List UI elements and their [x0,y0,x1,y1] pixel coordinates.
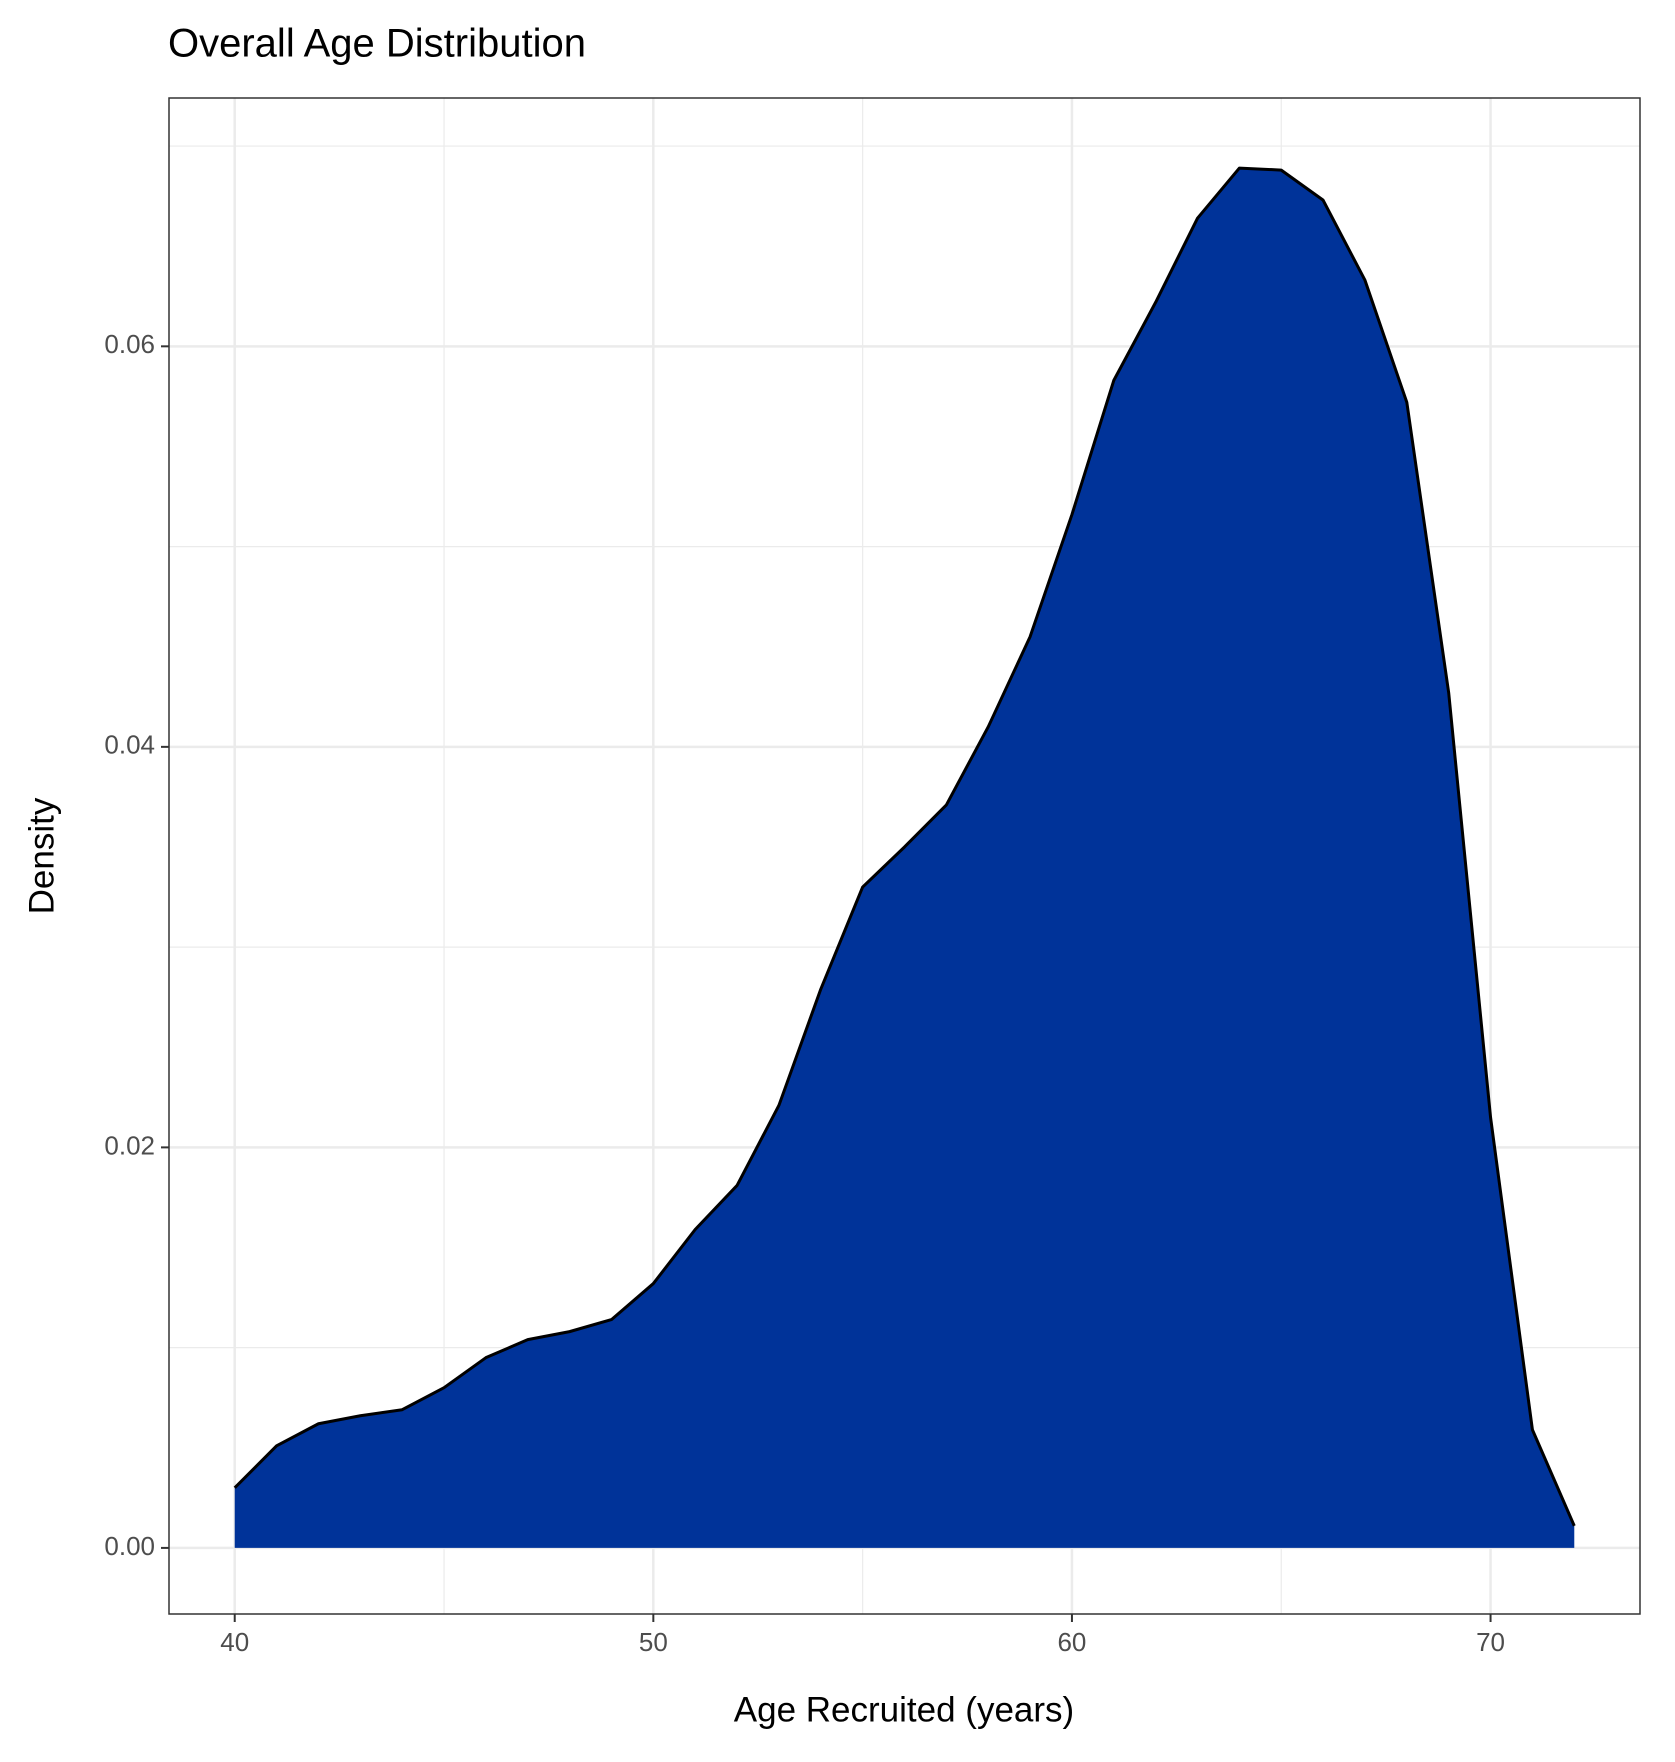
density-line [233,166,1576,1527]
chart-title: Overall Age Distribution [168,22,586,66]
y-tick-label: 0.00 [104,1531,155,1561]
density-area [234,168,1575,1548]
x-tick-label: 40 [220,1627,249,1657]
y-tick-label: 0.04 [104,730,155,760]
y-tick-label: 0.06 [104,329,155,359]
x-tick-label: 70 [1476,1627,1505,1657]
y-tick-label: 0.02 [104,1130,155,1160]
plot-border [168,97,1641,1615]
x-tick-label: 60 [1057,1627,1086,1657]
x-axis-title: Age Recruited (years) [734,1690,1074,1729]
y-axis-title: Density [22,797,61,914]
x-tick-label: 50 [639,1627,668,1657]
